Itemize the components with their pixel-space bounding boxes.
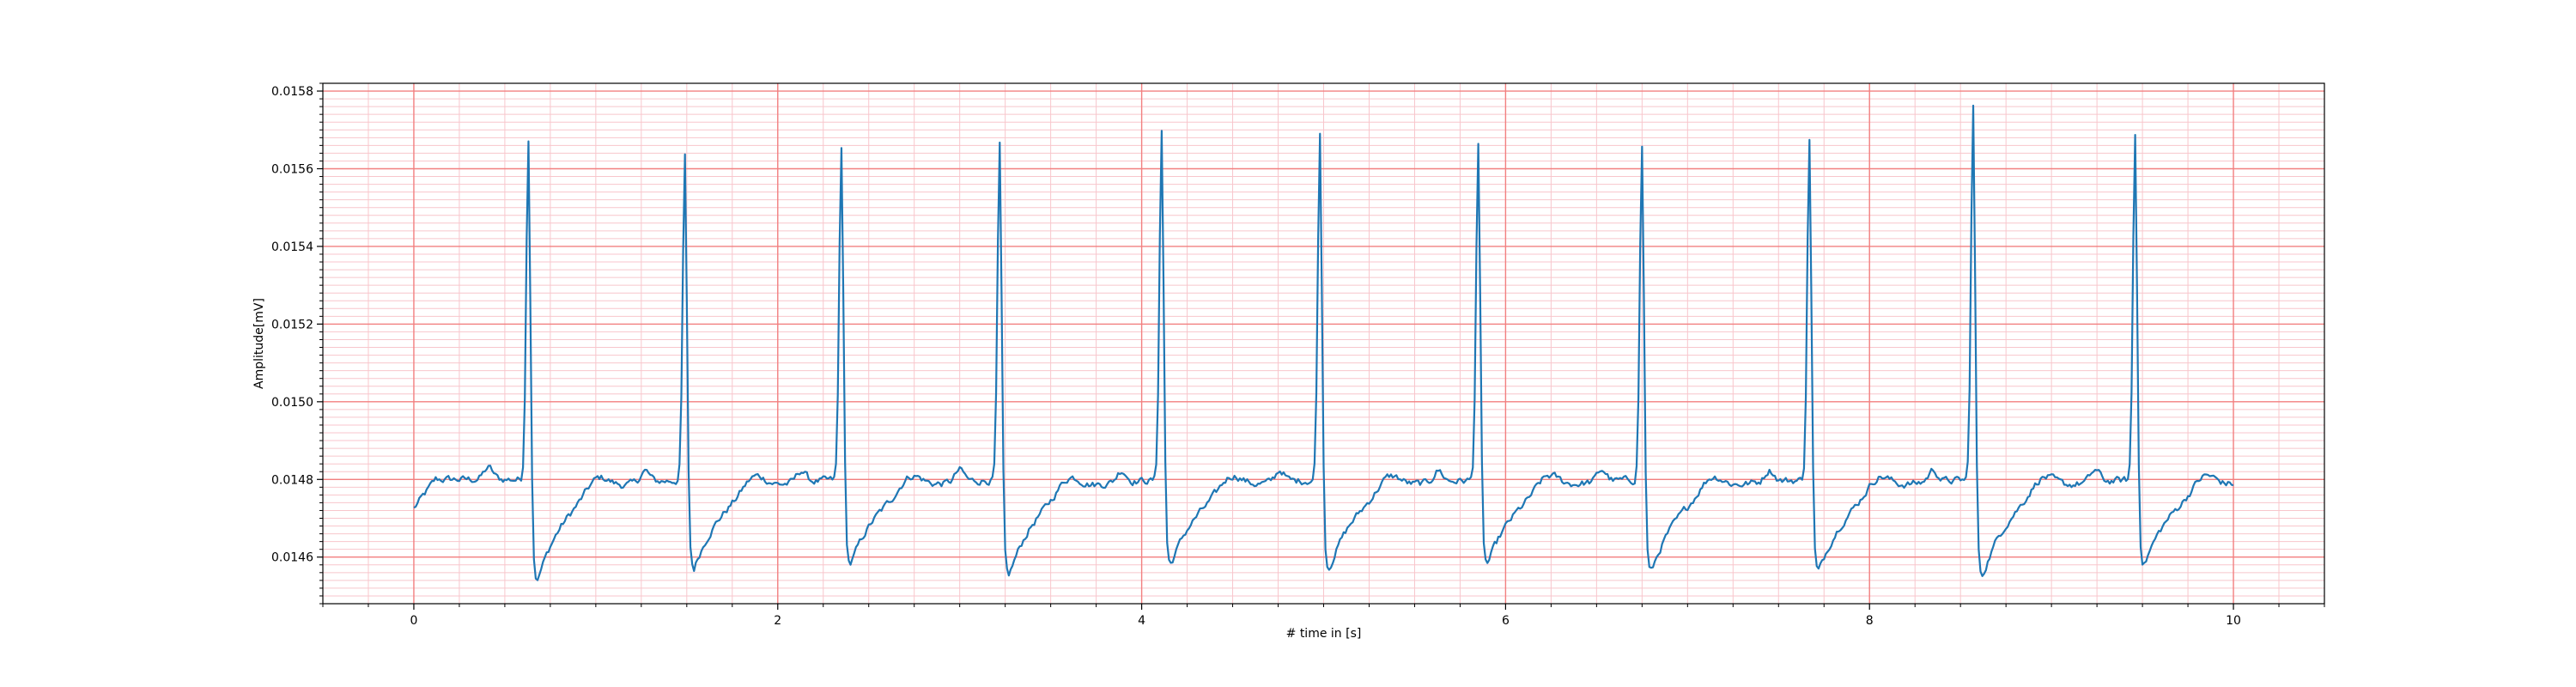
x-tick-label: 4 (1138, 614, 1145, 628)
x-tick-label: 2 (774, 614, 781, 628)
y-tick-label: 0.0152 (271, 318, 313, 331)
x-axis-label: # time in [s] (1286, 627, 1362, 641)
y-axis-label: Amplitude[mV] (252, 298, 266, 389)
ecg-signal-line (413, 104, 2234, 581)
x-axis-ticks: 0 2 4 6 8 10 (322, 604, 2325, 628)
x-tick-label: 6 (1502, 614, 1510, 628)
y-axis-ticks: 0.0146 0.0148 0.0150 0.0152 0.0154 0.0156 0.01… (271, 82, 323, 605)
y-tick-label: 0.0156 (271, 162, 313, 176)
y-tick-label: 0.0150 (271, 396, 313, 410)
y-tick-label: 0.0146 (271, 551, 313, 565)
y-tick-label: 0.0148 (271, 473, 313, 487)
series-group (413, 104, 2234, 581)
x-tick-label: 0 (410, 614, 417, 628)
x-tick-label: 8 (1866, 614, 1874, 628)
y-tick-label: 0.0158 (271, 85, 313, 99)
y-tick-label: 0.0154 (271, 240, 313, 254)
x-tick-label: 10 (2226, 614, 2241, 628)
